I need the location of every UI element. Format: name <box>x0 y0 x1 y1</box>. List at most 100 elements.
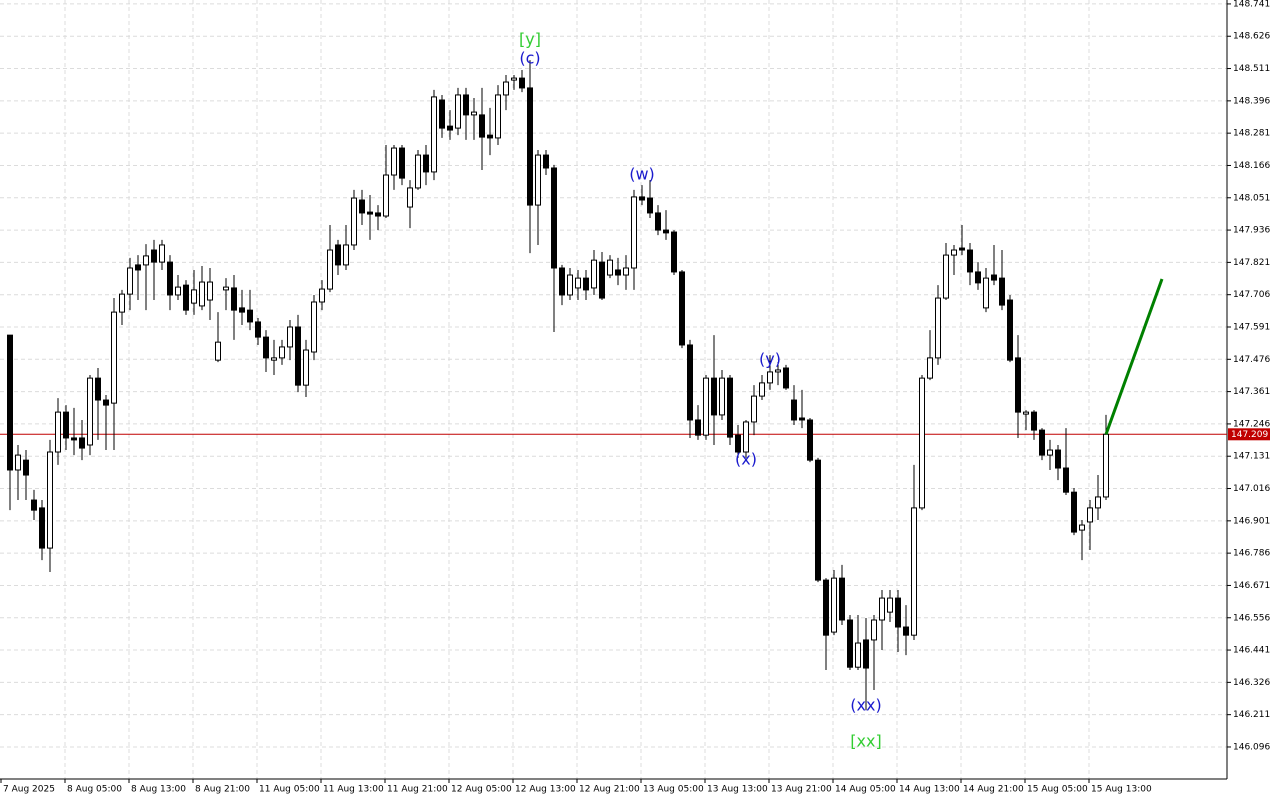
candle-body <box>1103 433 1109 498</box>
y-tick-label: 147.706 <box>1233 290 1270 300</box>
candle-body <box>103 399 109 406</box>
current-price-label: 147.209 <box>1231 430 1268 440</box>
candle-body <box>967 249 973 273</box>
candle-body <box>503 81 509 96</box>
wave-label: (xx) <box>850 696 881 715</box>
x-tick-label: 7 Aug 2025 <box>3 785 55 795</box>
candle-body <box>951 249 957 256</box>
current-price-tag <box>1228 428 1270 441</box>
y-tick-label: 147.246 <box>1233 419 1270 429</box>
candle-body <box>207 281 213 301</box>
y-tick-label: 148.281 <box>1233 129 1270 139</box>
candle-body <box>887 597 893 613</box>
y-tick-label: 148.396 <box>1233 96 1270 106</box>
candle-body <box>391 147 397 176</box>
x-tick-label: 8 Aug 05:00 <box>67 785 122 795</box>
x-tick-label: 14 Aug 05:00 <box>835 785 896 795</box>
candle-body <box>775 369 781 373</box>
candle-body <box>567 274 573 296</box>
candle-body <box>367 211 373 215</box>
candle-body <box>263 336 269 359</box>
candle-body <box>191 289 197 304</box>
candle-body <box>1047 449 1053 456</box>
wave-label: [xx] <box>850 732 881 751</box>
y-tick-label: 146.326 <box>1233 678 1270 688</box>
candle-body <box>1007 299 1013 361</box>
candle-body <box>471 111 477 116</box>
wave-label: (c) <box>519 49 540 68</box>
candle-body <box>623 267 629 276</box>
candle-body <box>335 244 341 266</box>
candle-body <box>447 125 453 131</box>
candle-body <box>23 459 29 476</box>
candle-body <box>911 507 917 636</box>
candle-body <box>303 349 309 386</box>
candle-body <box>687 344 693 421</box>
candle-body <box>879 597 885 621</box>
candle-body <box>351 197 357 246</box>
x-tick-label: 12 Aug 13:00 <box>515 785 576 795</box>
candle-body <box>639 196 645 201</box>
candle-body <box>1071 491 1077 533</box>
candle-body <box>455 94 461 129</box>
candle-body <box>1079 524 1085 531</box>
candle-body <box>799 417 805 421</box>
candle-body <box>247 309 253 323</box>
candle-body <box>55 411 61 453</box>
candle-body <box>871 619 877 641</box>
x-tick-label: 14 Aug 13:00 <box>899 785 960 795</box>
candle-body <box>655 212 661 231</box>
candle-body <box>695 419 701 436</box>
candle-body <box>223 286 229 291</box>
candle-body <box>407 187 413 208</box>
candle-body <box>47 451 53 549</box>
candle-body <box>255 321 261 338</box>
candle-body <box>1031 411 1037 431</box>
candle-body <box>743 421 749 453</box>
y-tick-label: 147.016 <box>1233 484 1270 494</box>
candle-body <box>271 357 277 361</box>
y-tick-label: 146.786 <box>1233 549 1270 559</box>
candle-body <box>1015 357 1021 413</box>
y-tick-label: 148.511 <box>1233 64 1270 74</box>
x-tick-label: 14 Aug 21:00 <box>963 785 1024 795</box>
candle-body <box>807 419 813 461</box>
candle-body <box>287 326 293 348</box>
candle-body <box>855 642 861 668</box>
y-tick-label: 148.626 <box>1233 32 1270 42</box>
y-tick-label: 147.591 <box>1233 322 1270 332</box>
candle-body <box>527 87 533 206</box>
candle-body <box>231 287 237 311</box>
candle-body <box>999 277 1005 306</box>
candle-body <box>727 377 733 438</box>
candle-body <box>87 377 93 446</box>
candle-body <box>543 154 549 169</box>
candle-body <box>903 626 909 636</box>
candle-body <box>519 77 525 89</box>
candle-body <box>95 377 101 401</box>
candle-body <box>71 437 77 441</box>
y-tick-label: 147.476 <box>1233 355 1270 365</box>
candle-body <box>183 284 189 311</box>
candle-body <box>975 271 981 284</box>
candle-body <box>927 357 933 379</box>
y-tick-label: 146.096 <box>1233 742 1270 752</box>
candle-body <box>143 255 149 266</box>
candle-body <box>215 341 221 361</box>
x-tick-label: 13 Aug 05:00 <box>643 785 704 795</box>
candle-body <box>295 326 301 386</box>
candle-body <box>511 77 517 81</box>
candle-body <box>983 277 989 309</box>
x-tick-label: 15 Aug 05:00 <box>1027 785 1088 795</box>
wave-label: (x) <box>735 450 757 469</box>
wave-label: (y) <box>759 350 781 369</box>
candle-body <box>1087 507 1093 523</box>
candle-body <box>559 267 565 296</box>
candle-body <box>479 114 485 138</box>
candle-body <box>583 277 589 291</box>
candle-body <box>943 254 949 299</box>
candle-body <box>119 293 125 313</box>
y-tick-label: 147.936 <box>1233 226 1270 236</box>
candle-body <box>167 261 173 296</box>
candle-body <box>487 134 493 139</box>
